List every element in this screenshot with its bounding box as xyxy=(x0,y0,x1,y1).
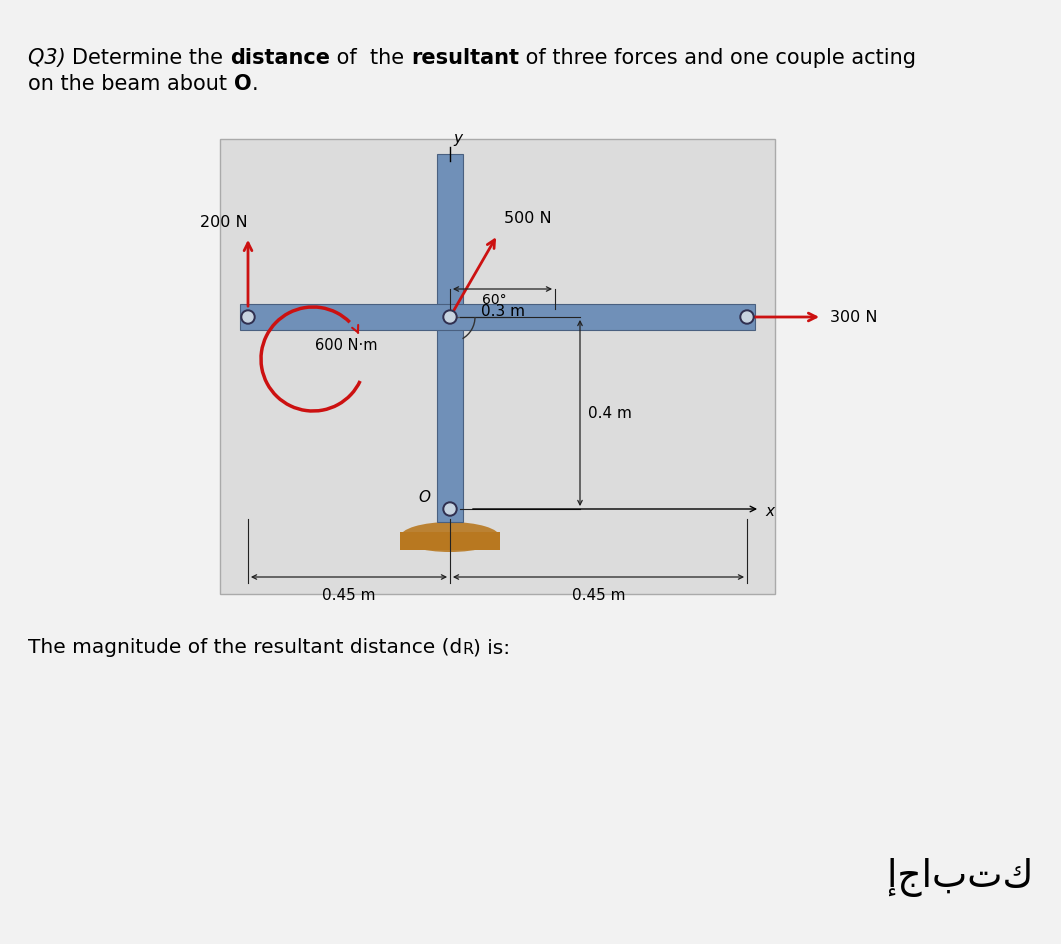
Text: O: O xyxy=(418,490,430,504)
Text: Q3): Q3) xyxy=(28,48,72,68)
Bar xyxy=(240,305,755,330)
Circle shape xyxy=(443,502,457,516)
Bar xyxy=(400,532,500,550)
Circle shape xyxy=(243,312,253,323)
Bar xyxy=(437,155,463,522)
Text: of three forces and one couple acting: of three forces and one couple acting xyxy=(519,48,916,68)
Circle shape xyxy=(742,312,752,323)
Text: resultant: resultant xyxy=(411,48,519,68)
Text: 600 N·m: 600 N·m xyxy=(315,338,378,353)
Text: R: R xyxy=(463,641,473,656)
Circle shape xyxy=(443,311,457,325)
Ellipse shape xyxy=(400,522,500,552)
Circle shape xyxy=(445,504,455,514)
Text: O: O xyxy=(233,74,251,93)
Text: ) is:: ) is: xyxy=(473,637,510,656)
Text: إجابتك: إجابتك xyxy=(887,857,1033,896)
Text: Determine the: Determine the xyxy=(72,48,230,68)
Text: .: . xyxy=(251,74,258,93)
Text: of  the: of the xyxy=(330,48,411,68)
Circle shape xyxy=(241,311,255,325)
Text: 500 N: 500 N xyxy=(504,211,551,226)
Text: y: y xyxy=(453,131,462,145)
Text: 60°: 60° xyxy=(482,293,506,307)
Text: 300 N: 300 N xyxy=(830,311,877,325)
Text: 0.45 m: 0.45 m xyxy=(323,587,376,602)
Circle shape xyxy=(445,312,455,323)
Text: x: x xyxy=(765,504,775,519)
Bar xyxy=(220,140,775,595)
Text: The magnitude of the resultant distance (d: The magnitude of the resultant distance … xyxy=(28,637,463,656)
Text: 0.45 m: 0.45 m xyxy=(572,587,625,602)
Text: on the beam about: on the beam about xyxy=(28,74,233,93)
Text: 0.3 m: 0.3 m xyxy=(481,304,524,319)
Circle shape xyxy=(740,311,754,325)
Text: distance: distance xyxy=(230,48,330,68)
Text: 200 N: 200 N xyxy=(201,215,247,229)
Text: 0.4 m: 0.4 m xyxy=(588,406,632,421)
